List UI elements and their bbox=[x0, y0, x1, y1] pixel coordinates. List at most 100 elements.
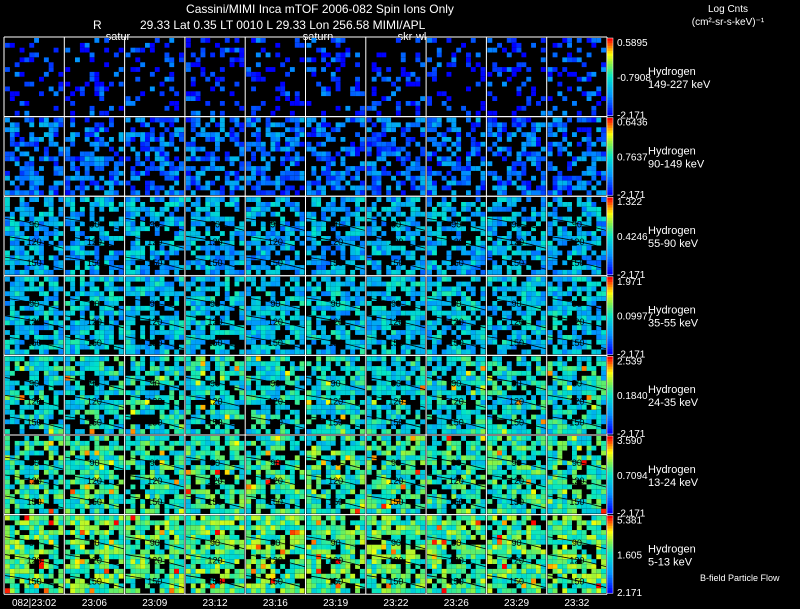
heat-cell bbox=[280, 180, 286, 186]
heat-cell bbox=[255, 400, 261, 405]
heat-cell bbox=[487, 231, 493, 236]
heat-cell bbox=[321, 291, 326, 297]
heat-cell bbox=[521, 286, 527, 292]
heat-cell bbox=[125, 117, 131, 123]
heat-cell bbox=[99, 320, 105, 326]
contour-label: 90 bbox=[391, 299, 401, 309]
contour-label: 90 bbox=[29, 219, 39, 229]
heat-cell bbox=[391, 226, 396, 232]
heat-cell bbox=[270, 221, 276, 227]
heat-cell bbox=[359, 91, 365, 97]
heat-cell bbox=[104, 255, 110, 261]
heat-cell bbox=[562, 96, 568, 101]
heat-cell bbox=[480, 76, 486, 82]
heat-cell bbox=[58, 245, 64, 251]
heat-cell bbox=[159, 240, 165, 246]
heat-cell bbox=[461, 105, 466, 111]
heat-cell bbox=[140, 390, 146, 396]
heat-cell bbox=[596, 216, 602, 222]
heat-cell bbox=[400, 127, 406, 133]
heat-cell bbox=[29, 265, 35, 270]
heat-cell bbox=[65, 390, 71, 396]
heat-cell bbox=[130, 260, 136, 266]
heat-cell bbox=[205, 240, 211, 246]
heat-cell bbox=[159, 156, 165, 162]
heat-cell bbox=[451, 57, 457, 63]
heat-cell bbox=[536, 137, 541, 142]
heat-cell bbox=[179, 291, 184, 297]
heat-cell bbox=[229, 240, 235, 246]
heat-cell bbox=[470, 211, 476, 217]
heat-cell bbox=[39, 361, 44, 367]
heat-cell bbox=[285, 71, 290, 77]
heat-cell bbox=[540, 110, 546, 116]
heat-cell bbox=[601, 197, 606, 202]
heat-cell bbox=[149, 197, 155, 202]
heat-cell bbox=[436, 301, 442, 306]
heat-cell bbox=[596, 260, 602, 266]
heat-cell bbox=[34, 305, 39, 311]
heat-cell bbox=[179, 414, 184, 420]
colorbar-segment bbox=[607, 38, 613, 42]
heat-cell bbox=[190, 81, 196, 87]
heat-cell bbox=[516, 245, 522, 251]
colorbar-min-label: -2.171 bbox=[617, 190, 646, 201]
heat-cell bbox=[576, 185, 582, 191]
heat-cell bbox=[99, 141, 105, 147]
heat-cell bbox=[58, 206, 64, 212]
heat-cell bbox=[75, 211, 80, 217]
heat-cell bbox=[84, 260, 90, 266]
heat-cell bbox=[9, 356, 15, 362]
heat-cell bbox=[164, 175, 170, 181]
heat-cell bbox=[516, 269, 522, 275]
heat-cell bbox=[350, 255, 356, 261]
heat-cell bbox=[325, 335, 331, 340]
heat-cell bbox=[19, 71, 25, 77]
heat-cell bbox=[215, 202, 220, 207]
heat-cell bbox=[355, 81, 360, 87]
colorbar-segment bbox=[607, 113, 613, 117]
heat-cell bbox=[14, 62, 20, 68]
heat-cell bbox=[506, 137, 512, 142]
heat-cell bbox=[224, 404, 230, 410]
heat-cell bbox=[164, 414, 170, 420]
heat-cell bbox=[215, 276, 220, 282]
heat-cell bbox=[75, 86, 80, 92]
heat-cell bbox=[557, 122, 563, 128]
heat-cell bbox=[190, 296, 196, 301]
contour-line bbox=[427, 315, 486, 329]
heat-cell bbox=[306, 315, 312, 321]
heat-cell bbox=[219, 344, 225, 350]
heat-cell bbox=[466, 216, 471, 222]
heat-cell bbox=[427, 349, 432, 355]
heat-cell bbox=[391, 339, 396, 345]
heat-cell bbox=[94, 245, 100, 251]
heat-cell bbox=[294, 395, 300, 400]
heat-cell bbox=[140, 132, 146, 137]
heat-cell bbox=[190, 366, 196, 371]
heat-cell bbox=[164, 170, 170, 176]
heat-cell bbox=[321, 57, 326, 63]
heat-cell bbox=[159, 221, 165, 227]
heat-cell bbox=[210, 265, 216, 270]
heat-cell bbox=[53, 366, 59, 371]
heat-cell bbox=[441, 202, 447, 207]
heat-cell bbox=[325, 175, 331, 181]
heat-cell bbox=[34, 185, 39, 191]
heat-cell bbox=[470, 38, 476, 43]
heat-cell bbox=[576, 325, 582, 331]
heat-cell bbox=[43, 301, 49, 306]
heat-cell bbox=[29, 156, 35, 162]
heat-cell bbox=[260, 206, 266, 212]
heat-cell bbox=[34, 231, 39, 236]
heat-cell bbox=[84, 395, 90, 400]
heat-cell bbox=[376, 325, 382, 331]
heat-cell bbox=[359, 180, 365, 186]
heat-cell bbox=[154, 330, 160, 335]
heat-cell bbox=[330, 281, 336, 287]
heat-cell bbox=[405, 269, 411, 275]
heat-cell bbox=[195, 366, 201, 371]
heat-cell bbox=[246, 286, 252, 292]
heat-cell bbox=[596, 151, 602, 157]
heat-cell bbox=[572, 260, 577, 266]
